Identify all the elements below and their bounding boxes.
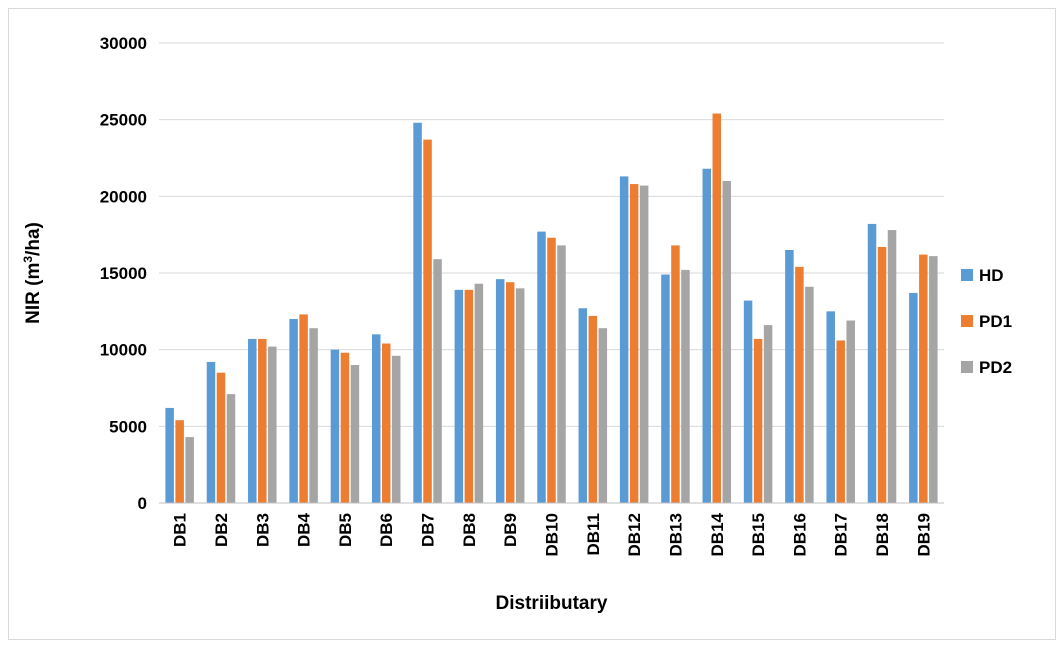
bar-hd-db4 <box>289 319 298 503</box>
x-tick-label: DB13 <box>666 513 685 556</box>
bar-pd2-db19 <box>929 256 938 503</box>
y-tick-label: 0 <box>138 494 147 513</box>
y-axis-ticks: 0 5000 10000 15000 20000 25000 30000 <box>100 34 147 513</box>
bar-hd-db15 <box>743 300 753 503</box>
bar-chart: 0 5000 10000 15000 20000 25000 30000 DB1 DB2 DB3… <box>21 34 1012 614</box>
bar-hd-db14 <box>702 168 712 503</box>
bar-hd-db7 <box>413 122 422 503</box>
chart-frame: 0 5000 10000 15000 20000 25000 30000 DB1 DB2 DB3… <box>8 8 1056 640</box>
x-tick-label: DB9 <box>501 513 520 547</box>
bar-pd1-db15 <box>753 338 763 503</box>
legend-swatch-hd <box>961 269 973 281</box>
bar-hd-db10 <box>537 231 546 503</box>
y-tick-label: 30000 <box>100 34 147 53</box>
x-tick-label: DB15 <box>749 513 768 556</box>
bar-pd1-db7 <box>423 139 432 503</box>
x-tick-label: DB18 <box>873 513 892 556</box>
bar-hd-db6 <box>371 334 381 503</box>
bar-hd-db17 <box>826 311 835 503</box>
bar-pd2-db12 <box>639 185 649 503</box>
x-tick-label: DB11 <box>584 513 603 556</box>
bar-pd1-db12 <box>629 184 639 504</box>
bar-pd1-db5 <box>340 352 350 503</box>
x-tick-label: DB6 <box>377 513 396 547</box>
bar-pd2-db6 <box>391 355 401 503</box>
x-tick-label: DB10 <box>543 513 562 556</box>
bar-hd-db1 <box>165 407 174 503</box>
y-tick-label: 15000 <box>100 264 147 283</box>
bar-pd1-db16 <box>795 266 804 503</box>
y-tick-label: 10000 <box>100 341 147 360</box>
x-tick-label: DB16 <box>790 513 809 556</box>
bar-hd-db13 <box>661 274 670 503</box>
legend-swatch-pd2 <box>961 361 973 373</box>
bar-pd1-db8 <box>464 289 474 503</box>
bar-pd2-db11 <box>598 328 608 503</box>
bar-pd1-db10 <box>547 237 556 503</box>
y-tick-label: 5000 <box>109 417 147 436</box>
bar-pd2-db5 <box>350 365 360 503</box>
bar-pd1-db13 <box>671 245 680 503</box>
bar-pd1-db6 <box>381 343 391 503</box>
bar-hd-db9 <box>495 279 505 503</box>
bar-pd1-db11 <box>588 315 598 503</box>
x-tick-label: DB12 <box>625 513 644 556</box>
x-tick-label: DB17 <box>832 513 851 556</box>
bar-pd1-db2 <box>216 372 226 503</box>
bar-pd2-db15 <box>763 325 773 503</box>
bar-pd2-db4 <box>309 328 318 503</box>
bar-pd2-db7 <box>433 259 442 503</box>
x-tick-label: DB7 <box>419 513 438 547</box>
bar-hd-db8 <box>454 289 464 503</box>
bar-pd2-db2 <box>226 394 236 503</box>
bar-pd2-db17 <box>846 320 855 503</box>
bar-hd-db3 <box>248 338 257 503</box>
bar-pd2-db1 <box>185 437 194 503</box>
legend: HD PD1 PD2 <box>961 266 1012 377</box>
bar-pd1-db19 <box>919 254 928 503</box>
legend-label-hd: HD <box>979 266 1004 285</box>
bar-hd-db19 <box>909 292 918 503</box>
bar-pd1-db17 <box>836 340 845 503</box>
bar-pd1-db18 <box>877 246 887 503</box>
bar-hd-db18 <box>867 223 877 503</box>
legend-label-pd1: PD1 <box>979 312 1012 331</box>
legend-swatch-pd1 <box>961 315 973 327</box>
x-tick-label: DB4 <box>295 512 314 547</box>
bar-hd-db12 <box>619 176 629 503</box>
bar-pd1-db4 <box>299 314 308 503</box>
bar-pd2-db14 <box>722 181 732 503</box>
bar-hd-db11 <box>578 308 588 503</box>
bar-hd-db5 <box>330 349 340 503</box>
x-tick-label: DB2 <box>212 513 231 547</box>
x-tick-label: DB5 <box>336 513 355 547</box>
bar-pd1-db1 <box>175 420 184 503</box>
bar-hd-db16 <box>785 250 794 503</box>
x-tick-label: DB1 <box>171 513 190 547</box>
bar-pd1-db14 <box>712 113 722 504</box>
x-tick-label: DB3 <box>253 513 272 547</box>
bar-pd2-db8 <box>474 283 484 503</box>
bar-pd2-db18 <box>887 230 897 504</box>
bar-pd1-db9 <box>505 282 515 503</box>
x-tick-label: DB8 <box>460 513 479 547</box>
y-tick-label: 25000 <box>100 111 147 130</box>
y-tick-label: 20000 <box>100 187 147 206</box>
x-tick-label: DB19 <box>914 513 933 556</box>
bar-pd2-db3 <box>268 346 277 503</box>
y-axis-title: NIR (m3/ha) <box>21 222 44 324</box>
x-tick-label: DB14 <box>708 512 727 556</box>
legend-label-pd2: PD2 <box>979 358 1012 377</box>
bar-pd2-db16 <box>805 286 814 503</box>
bar-pd1-db3 <box>258 338 267 503</box>
bar-pd2-db10 <box>557 245 566 503</box>
bar-hd-db2 <box>206 361 216 503</box>
x-axis-ticks: DB1 DB2 DB3 DB4 DB5 DB6 DB7 DB8 DB9 DB10 DB11 DB12 D… <box>171 512 934 556</box>
x-axis-title: Distriibutary <box>496 593 608 614</box>
bars <box>165 113 938 504</box>
bar-pd2-db13 <box>681 269 690 503</box>
bar-pd2-db9 <box>515 288 525 503</box>
